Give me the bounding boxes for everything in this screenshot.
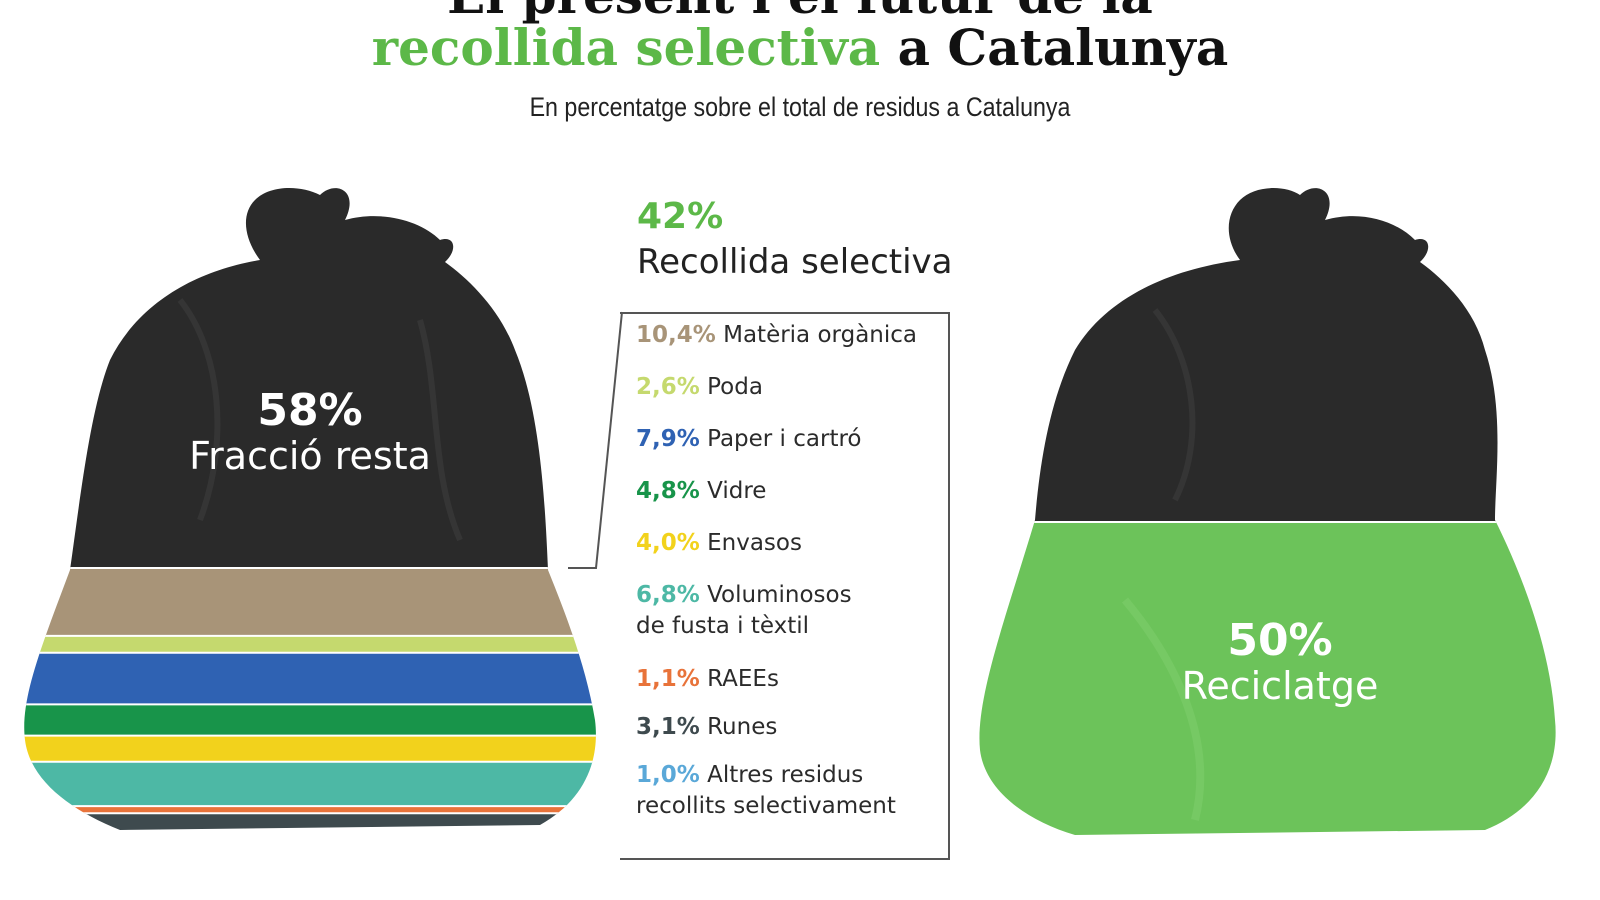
legend-label: Poda [699,374,763,400]
segment-mat-ria-org-nica [24,568,596,636]
present-bag-label: 58% Fracció resta [170,385,450,479]
legend-label-line2: recollits selectivament [636,793,896,819]
segment-fraccio-resta [24,188,596,568]
legend-item: 7,9% Paper i cartró [636,424,862,455]
legend-value: 3,1% [636,714,700,740]
future-bag [979,188,1556,835]
legend-value: 4,0% [636,530,700,556]
legend-item: 1,0% Altres residus recollits selectivame… [636,760,896,822]
legend-label: RAEEs [699,666,779,692]
segment-reciclatge [979,522,1556,835]
legend-label: Voluminosos [699,582,852,608]
legend-item: 1,1% RAEEs [636,664,779,695]
residual-percent: 58% [257,385,363,436]
legend-item: 10,4% Matèria orgànica [636,320,917,351]
legend-value: 4,8% [636,478,700,504]
selective-label: Recollida selectiva [637,242,953,282]
segment-altres-residus-recollits-selectivament [0,833,620,840]
chart-subtitle: En percentatge sobre el total de residus… [529,92,1071,122]
chart-title-highlight: recollida selectiva [371,18,881,77]
residual-label: Fracció resta [189,434,431,478]
segment-resta-future [979,188,1556,522]
legend-label: Envasos [699,530,802,556]
legend-value: 1,0% [636,762,700,788]
segment-runes [24,813,596,830]
legend-item: 6,8% Voluminosos de fusta i tèxtil [636,580,852,642]
chart-title-rest: a Catalunya [880,18,1229,77]
legend-connector [568,311,623,569]
legend-item: 4,0% Envasos [636,528,802,559]
recycling-percent: 50% [1227,615,1333,666]
future-bag-label: 50% Reciclatge [1140,615,1420,709]
present-bag [0,188,620,840]
legend-value: 6,8% [636,582,700,608]
legend-value: 10,4% [636,322,716,348]
legend-value: 7,9% [636,426,700,452]
segment-voluminosos-de-fusta-i-t-xtil [24,761,596,807]
chart-title-line1: El present i el futur de la [0,0,1600,25]
legend-label: Paper i cartró [699,426,862,452]
segment-envasos [24,735,596,762]
chart-title-line2: recollida selectiva a Catalunya [0,18,1600,77]
segment-poda [24,635,596,653]
legend-value: 1,1% [636,666,700,692]
segment-vidre [24,704,596,736]
recycling-label: Reciclatge [1181,664,1379,708]
legend-label: Vidre [699,478,767,504]
legend-value: 2,6% [636,374,700,400]
legend-box [620,312,950,860]
legend-item: 3,1% Runes [636,712,777,743]
segment-raees [24,806,596,814]
legend-label-line2: de fusta i tèxtil [636,613,810,639]
legend-label: Runes [699,714,778,740]
legend-label: Matèria orgànica [715,322,917,348]
legend-label: Altres residus [699,762,864,788]
legend-item: 2,6% Poda [636,372,763,403]
segment-paper-i-cartr- [24,652,596,705]
legend-item: 4,8% Vidre [636,476,766,507]
selective-percent: 42% [637,196,724,237]
